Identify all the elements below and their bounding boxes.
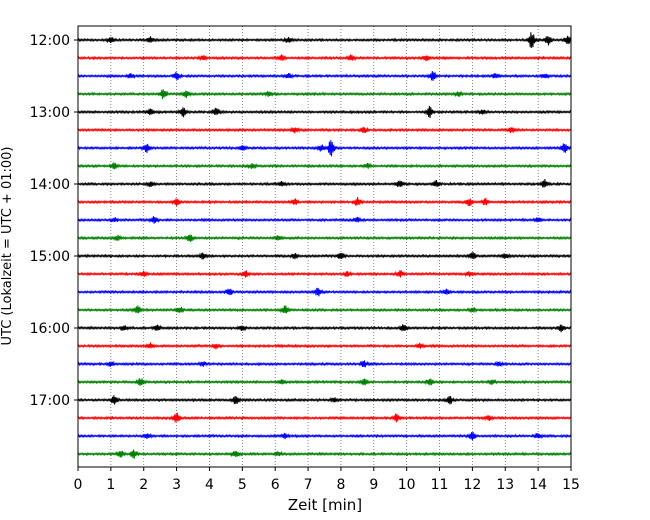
y-tick-label: 15:00 (30, 249, 70, 265)
y-tick-label: 14:00 (30, 177, 70, 193)
trace-1745 (77, 449, 572, 459)
x-tick-label: 9 (369, 477, 378, 493)
x-ticks: 0 1 2 3 4 5 6 7 8 9 10 11 12 13 14 15 (74, 467, 580, 493)
trace-1300 (77, 105, 572, 118)
trace-1600 (77, 324, 572, 333)
trace-1700 (77, 395, 572, 405)
x-tick-label: 3 (172, 477, 181, 493)
y-tick-label: 16:00 (30, 321, 70, 337)
trace-1730 (77, 432, 572, 441)
x-tick-label: 14 (529, 477, 547, 493)
trace-1545 (77, 305, 572, 314)
trace-1445 (77, 234, 572, 243)
trace-1230 (77, 70, 572, 81)
trace-1430 (77, 216, 572, 224)
x-tick-label: 8 (336, 477, 345, 493)
trace-1215 (77, 54, 572, 62)
x-tick-label: 1 (106, 477, 115, 493)
x-tick-label: 15 (562, 477, 580, 493)
traces (77, 32, 572, 459)
trace-1245 (77, 89, 572, 100)
x-axis-label: Zeit [min] (288, 496, 362, 514)
x-tick-label: 7 (304, 477, 313, 493)
x-tick-label: 2 (139, 477, 148, 493)
trace-1715 (77, 412, 572, 423)
plot-frame (77, 25, 572, 468)
x-tick-label: 5 (238, 477, 247, 493)
trace-1330 (77, 140, 572, 157)
x-tick-label: 12 (463, 477, 481, 493)
trace-1345 (77, 162, 572, 170)
trace-1530 (77, 287, 572, 297)
y-axis-label: UTC (Lokalzeit = UTC + 01:00) (0, 147, 15, 346)
x-tick-label: 13 (496, 477, 514, 493)
y-tick-label: 13:00 (30, 105, 70, 121)
y-ticks: 12:00 13:00 14:00 15:00 16:00 17:00 (30, 33, 78, 409)
x-tick-label: 4 (205, 477, 214, 493)
trace-1415 (77, 197, 572, 207)
trace-1615 (77, 342, 572, 350)
x-tick-label: 6 (271, 477, 280, 493)
trace-1500 (77, 251, 572, 260)
trace-1515 (77, 270, 572, 278)
trace-1630 (77, 360, 572, 368)
x-tick-label: 10 (398, 477, 416, 493)
y-tick-label: 17:00 (30, 393, 70, 409)
y-tick-label: 12:00 (30, 33, 70, 49)
trace-1645 (77, 378, 572, 387)
x-tick-label: 0 (74, 477, 83, 493)
trace-1315 (77, 126, 572, 134)
trace-1400 (77, 179, 572, 188)
trace-1200 (77, 32, 572, 48)
x-tick-label: 11 (431, 477, 449, 493)
